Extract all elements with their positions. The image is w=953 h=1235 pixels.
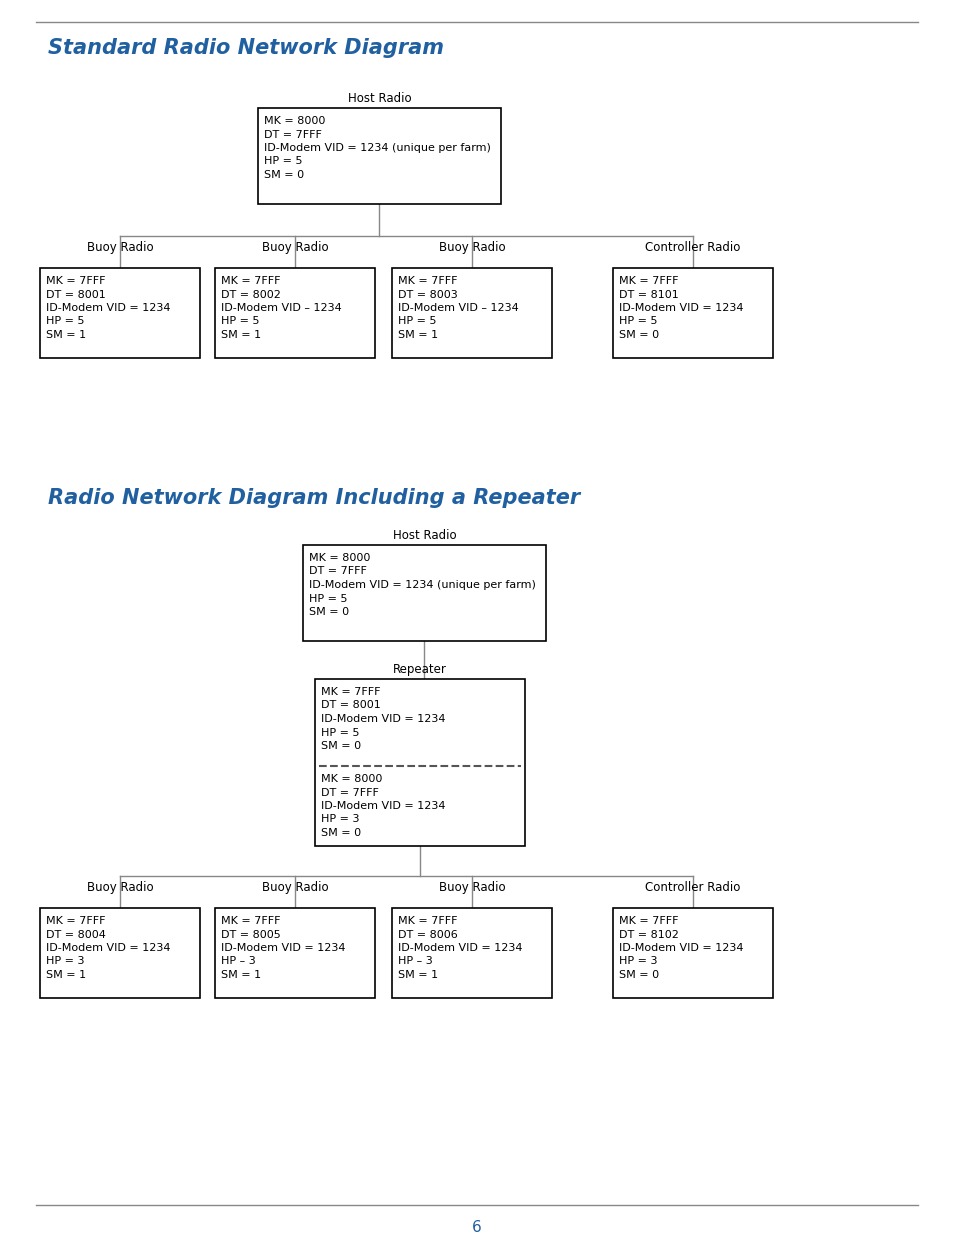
Bar: [613, 908, 772, 998]
Text: Buoy Radio: Buoy Radio: [87, 881, 153, 894]
Text: HP = 5: HP = 5: [46, 316, 85, 326]
Text: ID-Modem VID = 1234: ID-Modem VID = 1234: [618, 303, 742, 312]
Text: HP = 5: HP = 5: [309, 594, 347, 604]
Text: ID-Modem VID = 1234 (unique per farm): ID-Modem VID = 1234 (unique per farm): [309, 580, 536, 590]
Text: SM = 0: SM = 0: [320, 827, 361, 839]
Text: HP = 5: HP = 5: [618, 316, 657, 326]
Bar: [214, 908, 375, 998]
Bar: [314, 679, 524, 846]
Text: MK = 8000: MK = 8000: [320, 774, 382, 784]
Text: MK = 7FFF: MK = 7FFF: [221, 916, 280, 926]
Text: ID-Modem VID = 1234: ID-Modem VID = 1234: [397, 944, 522, 953]
Text: MK = 8000: MK = 8000: [309, 553, 370, 563]
Text: Repeater: Repeater: [393, 663, 446, 676]
Text: SM = 1: SM = 1: [46, 969, 86, 981]
Text: Host Radio: Host Radio: [393, 529, 456, 542]
Text: Controller Radio: Controller Radio: [644, 241, 740, 254]
Text: MK = 8000: MK = 8000: [264, 116, 325, 126]
Text: DT = 7FFF: DT = 7FFF: [264, 130, 321, 140]
Text: DT = 8001: DT = 8001: [46, 289, 106, 300]
Text: DT = 8004: DT = 8004: [46, 930, 106, 940]
Text: DT = 8003: DT = 8003: [397, 289, 457, 300]
Text: DT = 7FFF: DT = 7FFF: [320, 788, 378, 798]
Text: DT = 8002: DT = 8002: [221, 289, 280, 300]
Bar: [392, 268, 552, 358]
Text: SM = 1: SM = 1: [397, 330, 437, 340]
Text: SM = 1: SM = 1: [221, 969, 261, 981]
Text: Buoy Radio: Buoy Radio: [261, 241, 328, 254]
Text: HP = 5: HP = 5: [221, 316, 259, 326]
Text: HP = 5: HP = 5: [264, 157, 302, 167]
Text: HP = 3: HP = 3: [320, 815, 359, 825]
Text: DT = 8101: DT = 8101: [618, 289, 678, 300]
Text: SM = 0: SM = 0: [264, 170, 304, 180]
Text: HP = 3: HP = 3: [46, 956, 85, 967]
Text: MK = 7FFF: MK = 7FFF: [320, 687, 380, 697]
Text: MK = 7FFF: MK = 7FFF: [46, 275, 106, 287]
Text: HP – 3: HP – 3: [397, 956, 433, 967]
Text: Radio Network Diagram Including a Repeater: Radio Network Diagram Including a Repeat…: [48, 488, 579, 508]
Text: 6: 6: [472, 1220, 481, 1235]
Text: DT = 8006: DT = 8006: [397, 930, 457, 940]
Text: ID-Modem VID = 1234: ID-Modem VID = 1234: [618, 944, 742, 953]
Text: SM = 0: SM = 0: [618, 330, 659, 340]
Text: HP = 3: HP = 3: [618, 956, 657, 967]
Text: ID-Modem VID = 1234 (unique per farm): ID-Modem VID = 1234 (unique per farm): [264, 143, 491, 153]
Text: Host Radio: Host Radio: [347, 91, 411, 105]
Text: Buoy Radio: Buoy Radio: [87, 241, 153, 254]
Text: Buoy Radio: Buoy Radio: [438, 881, 505, 894]
Bar: [40, 908, 200, 998]
Text: ID-Modem VID = 1234: ID-Modem VID = 1234: [46, 944, 171, 953]
Text: DT = 8005: DT = 8005: [221, 930, 280, 940]
Text: HP = 5: HP = 5: [320, 727, 359, 737]
Text: SM = 0: SM = 0: [320, 741, 361, 751]
Bar: [303, 545, 545, 641]
Text: Controller Radio: Controller Radio: [644, 881, 740, 894]
Text: SM = 0: SM = 0: [618, 969, 659, 981]
Bar: [257, 107, 500, 204]
Text: MK = 7FFF: MK = 7FFF: [46, 916, 106, 926]
Text: DT = 8102: DT = 8102: [618, 930, 679, 940]
Text: HP – 3: HP – 3: [221, 956, 255, 967]
Text: Buoy Radio: Buoy Radio: [438, 241, 505, 254]
Text: MK = 7FFF: MK = 7FFF: [618, 275, 678, 287]
Text: MK = 7FFF: MK = 7FFF: [221, 275, 280, 287]
Text: SM = 1: SM = 1: [46, 330, 86, 340]
Text: DT = 7FFF: DT = 7FFF: [309, 567, 367, 577]
Bar: [40, 268, 200, 358]
Text: ID-Modem VID = 1234: ID-Modem VID = 1234: [320, 802, 445, 811]
Text: SM = 1: SM = 1: [221, 330, 261, 340]
Text: ID-Modem VID – 1234: ID-Modem VID – 1234: [397, 303, 518, 312]
Text: HP = 5: HP = 5: [397, 316, 436, 326]
Text: ID-Modem VID – 1234: ID-Modem VID – 1234: [221, 303, 341, 312]
Text: SM = 0: SM = 0: [309, 606, 349, 618]
Text: Standard Radio Network Diagram: Standard Radio Network Diagram: [48, 38, 443, 58]
Text: ID-Modem VID = 1234: ID-Modem VID = 1234: [46, 303, 171, 312]
Text: MK = 7FFF: MK = 7FFF: [618, 916, 678, 926]
Text: Buoy Radio: Buoy Radio: [261, 881, 328, 894]
Text: MK = 7FFF: MK = 7FFF: [397, 916, 457, 926]
Text: ID-Modem VID = 1234: ID-Modem VID = 1234: [320, 714, 445, 724]
Text: DT = 8001: DT = 8001: [320, 700, 380, 710]
Text: MK = 7FFF: MK = 7FFF: [397, 275, 457, 287]
Text: SM = 1: SM = 1: [397, 969, 437, 981]
Bar: [613, 268, 772, 358]
Bar: [392, 908, 552, 998]
Text: ID-Modem VID = 1234: ID-Modem VID = 1234: [221, 944, 345, 953]
Bar: [214, 268, 375, 358]
